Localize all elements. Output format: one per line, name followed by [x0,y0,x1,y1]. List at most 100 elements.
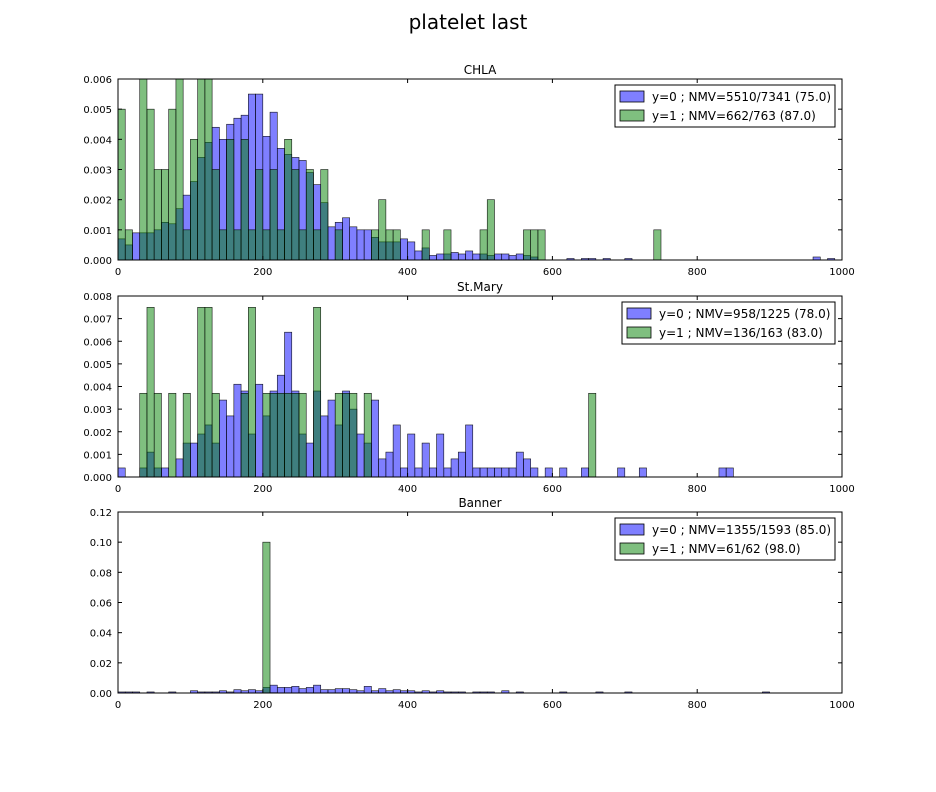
legend-swatch [619,109,645,122]
histogram-bar [262,392,271,478]
y-tick-label: 0.002 [83,196,112,207]
histogram-bar [638,467,647,478]
histogram-bar [320,169,329,261]
histogram-bar [233,383,242,478]
histogram-bar [255,383,264,478]
histogram-bar [190,139,198,261]
y-tick-label: 0.08 [90,568,112,579]
histogram-bar [523,229,531,261]
histogram-bar [182,392,191,478]
histogram-bar [725,467,734,478]
x-tick-label: 600 [543,700,562,711]
histogram-bar [363,686,372,694]
y-tick-label: 0.006 [83,337,112,348]
histogram-bar [139,78,148,261]
x-tick-label: 200 [253,267,272,278]
histogram-bar [284,392,293,478]
histogram-bar [443,229,452,261]
histogram-bar [161,169,169,261]
y-tick-label: 0.006 [83,75,112,86]
histogram-bar [226,139,235,261]
histogram-bar [305,687,314,694]
subplot-3: 0 200 400 600 800 1000 0.00 0.02 0.04 0.06 0.08 0.1… [90,496,855,711]
legend-label: y=0 ; NMV=958/1225 (78.0) [659,307,830,321]
y-tick-label: 0.008 [83,292,112,303]
y-tick-label: 0.000 [83,473,112,484]
y-tick-label: 0.001 [83,450,112,461]
histogram-bar [262,229,271,261]
legend-swatch [626,307,652,320]
histogram-bar [392,229,401,261]
x-tick-label: 600 [543,267,562,278]
legend-box [614,84,836,128]
histogram-bar [515,451,524,478]
histogram-bar [407,241,416,261]
x-tick-label: 1000 [829,267,854,278]
histogram-bar [248,229,256,261]
histogram-bar [276,229,285,261]
histogram-bar [313,684,322,694]
histogram-bar [371,399,379,478]
histogram-bar [342,688,350,694]
histogram-bar [472,467,481,478]
x-tick-label: 600 [543,484,562,495]
histogram-bar [132,232,141,261]
histogram-bar [211,392,220,478]
histogram-bar [240,139,249,261]
histogram-bar [530,467,539,478]
x-tick-label: 800 [688,700,707,711]
series-1 [117,684,770,694]
histogram-bar [523,458,531,478]
histogram-bar [349,226,358,261]
subplot-title: Banner [458,496,501,510]
histogram-bar [443,467,452,478]
subplot-title: St.Mary [457,280,503,294]
histogram-bar [617,467,626,478]
legend-swatch [626,326,652,339]
x-tick-label: 400 [398,267,417,278]
histogram-bar [284,687,293,694]
legend-swatch [619,542,645,555]
histogram-bar [718,467,727,478]
histogram-bar [284,139,293,261]
histogram-bar [371,229,379,261]
histogram-bar [313,229,322,261]
y-tick-label: 0.04 [90,629,112,640]
histogram-bar [276,687,285,694]
histogram-bar [313,307,322,478]
legend-swatch [619,523,645,536]
histogram-bar [168,108,177,261]
histogram-bar [291,392,300,478]
histogram-bar [153,392,162,478]
histogram-bar [465,250,474,261]
histogram-bar [378,199,387,261]
histogram-bar [400,238,408,261]
y-tick-label: 0.004 [83,135,112,146]
subplot-2: 0 200 400 600 800 1000 0.000 0.001 0.002 0.003 0.0… [83,280,854,495]
histogram-bar [537,229,546,261]
histogram-bar [494,253,503,261]
x-tick-label: 1000 [829,700,854,711]
histogram-bar [414,467,423,478]
histogram-bar [363,392,372,478]
histogram-bar [262,541,271,694]
histogram-bar [429,467,437,478]
histogram-bar [298,688,307,694]
x-tick-label: 200 [253,700,272,711]
histogram-bar [501,467,510,478]
histogram-bar [233,229,242,261]
x-tick-label: 200 [253,484,272,495]
histogram-bar [305,442,314,478]
histogram-bar [276,392,285,478]
histogram-bar [139,392,148,478]
histogram-bar [436,253,445,261]
legend: y=0 ; NMV=5510/7341 (75.0) y=1 ; NMV=662/… [614,84,836,128]
histogram-bar [269,684,278,694]
legend-label: y=1 ; NMV=136/163 (83.0) [659,326,823,340]
histogram-bar [457,253,466,261]
histogram-bar [544,467,553,478]
subplot-title: CHLA [464,63,497,77]
histogram-bar [146,307,155,478]
histogram-bar [175,78,184,261]
histogram-bar [581,467,589,478]
